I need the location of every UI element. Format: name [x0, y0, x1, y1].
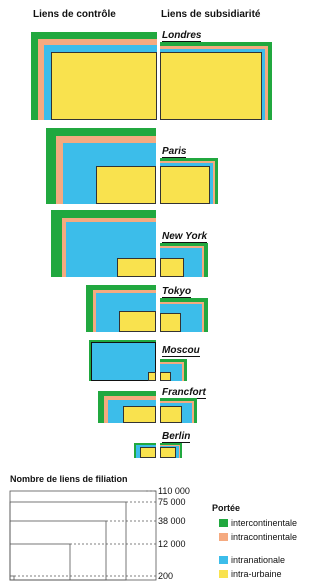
legend-item-intra-urbaine: intra-urbaine	[219, 569, 282, 580]
moscou-sub-intra-urbain	[160, 372, 171, 381]
swatch-intracontinentale	[219, 533, 228, 541]
tokyo-sub-intra-urbain	[160, 313, 181, 332]
londres-sub-intra-urbain	[160, 52, 262, 120]
berlin-sub-intra-urbain	[160, 447, 176, 458]
legend-size-scale	[9, 490, 158, 581]
header-liens-subsidiarite: Liens de subsidiarité	[161, 9, 261, 20]
legend-label-intercontinentale: intercontinentale	[231, 518, 298, 528]
swatch-intranationale	[219, 556, 228, 564]
new-york-sub-intra-urbain	[160, 258, 184, 277]
legend-label-intranationale: intranationale	[231, 555, 286, 565]
paris-control-intra-urbain	[96, 166, 156, 204]
legend-square-110000	[9, 490, 157, 581]
londres-control-intra-urbain	[51, 52, 157, 120]
city-label-paris: Paris	[162, 146, 187, 158]
paris-sub-intra-urbain	[160, 166, 210, 204]
tokyo-control-intra-urbain	[119, 311, 156, 332]
legend-square-38000	[9, 520, 107, 581]
city-label-tokyo: Tokyo	[162, 286, 192, 298]
legend-tick-110000: 110 000	[158, 486, 190, 496]
legend-square-200	[9, 575, 15, 581]
legend-title: Nombre de liens de filiation	[10, 474, 128, 484]
moscou-control-intra-urbain	[148, 372, 156, 381]
new-york-control-intra-urbain	[117, 258, 156, 277]
header-liens-controle: Liens de contrôle	[33, 9, 116, 20]
city-label-berlin: Berlin	[162, 431, 191, 443]
legend-portee-title: Portée	[212, 503, 241, 513]
legend-item-intracontinentale: intracontinentale	[219, 532, 297, 543]
legend-tick-38000: 38 000	[158, 516, 186, 526]
city-label-francfort: Francfort	[162, 387, 206, 399]
legend-tick-12000: 12 000	[158, 539, 186, 549]
swatch-intra-urbaine	[219, 570, 228, 578]
legend-tick-75000: 75 000	[158, 497, 186, 507]
city-label-new-york: New York	[162, 231, 208, 243]
city-label-londres: Londres	[162, 30, 202, 42]
legend-square-12000	[9, 543, 71, 581]
legend-label-intracontinentale: intracontinentale	[231, 532, 298, 542]
city-label-moscou: Moscou	[162, 345, 200, 357]
swatch-intercontinentale	[219, 519, 228, 527]
legend-item-intranationale: intranationale	[219, 555, 285, 566]
francfort-sub-intra-urbain	[160, 406, 182, 423]
berlin-control-intra-urbain	[140, 447, 156, 458]
legend-item-intercontinentale: intercontinentale	[219, 518, 297, 529]
legend-tick-200: 200	[158, 571, 174, 581]
legend-label-intra-urbaine: intra-urbaine	[231, 569, 282, 579]
moscou-control-intranational	[91, 342, 156, 381]
francfort-control-intra-urbain	[123, 406, 156, 423]
legend-square-75000	[9, 501, 127, 581]
